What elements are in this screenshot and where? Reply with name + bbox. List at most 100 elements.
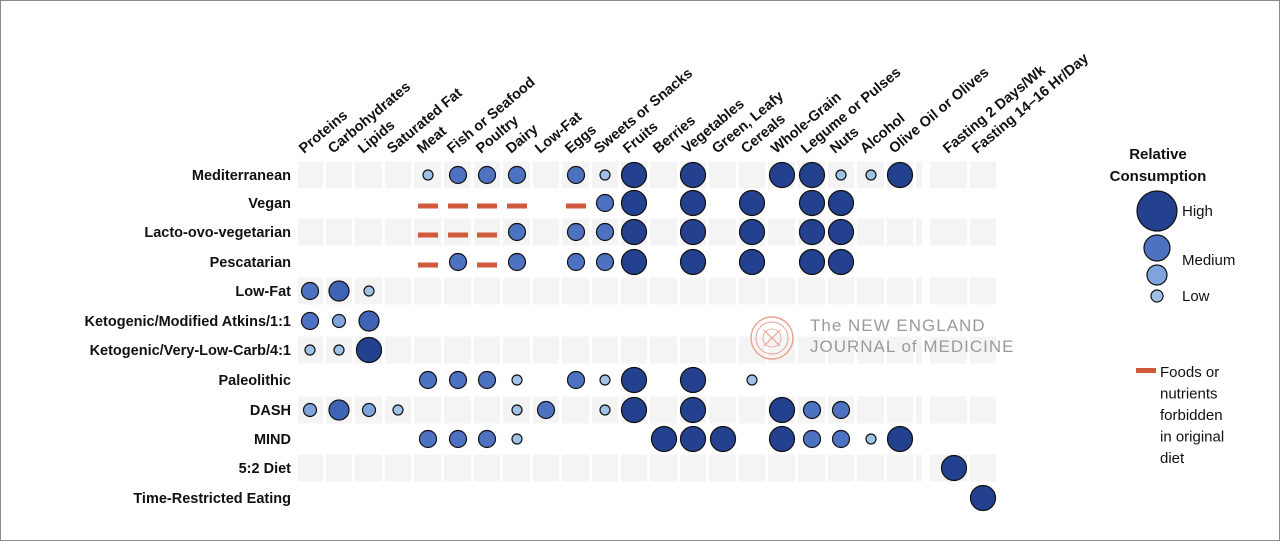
legend-low-label: Low (1182, 288, 1210, 305)
consumption-bubble (679, 161, 707, 189)
consumption-bubble (768, 396, 796, 424)
consumption-bubble (355, 336, 383, 364)
consumption-bubble (831, 429, 851, 449)
nejm-seal-icon (750, 316, 794, 360)
row-label-vegan: Vegan (248, 196, 291, 212)
forbidden-mark (477, 232, 497, 238)
consumption-bubble (620, 161, 648, 189)
consumption-bubble (827, 218, 855, 246)
consumption-bubble (768, 425, 796, 453)
consumption-bubble (361, 402, 377, 418)
row-label-time-restricted-eating: Time-Restricted Eating (133, 491, 291, 507)
legend-medium-bubble (1143, 234, 1171, 262)
consumption-bubble (746, 374, 758, 386)
consumption-bubble (595, 222, 615, 242)
consumption-bubble (511, 374, 523, 386)
consumption-bubble (300, 281, 320, 301)
consumption-bubble (802, 429, 822, 449)
consumption-bubble (679, 248, 707, 276)
forbidden-mark (418, 232, 438, 238)
consumption-bubble (536, 400, 556, 420)
consumption-bubble (511, 404, 523, 416)
legend-title-line-1: Relative (1129, 146, 1187, 163)
legend-very-low-bubble (1150, 289, 1164, 303)
consumption-bubble (304, 344, 316, 356)
legend-forbidden-text: nutrients (1160, 386, 1218, 403)
consumption-bubble (940, 454, 968, 482)
legend-title-line-2: Consumption (1110, 168, 1207, 185)
nejm-watermark: The NEW ENGLAND JOURNAL of MEDICINE (750, 316, 1014, 360)
consumption-bubble (831, 400, 851, 420)
consumption-bubble (507, 252, 527, 272)
consumption-bubble (363, 285, 375, 297)
row-label-ketogenic-very-low-carb-4-1: Ketogenic/Very-Low-Carb/4:1 (90, 343, 291, 359)
consumption-bubble (328, 399, 350, 421)
legend: Relative Consumption High Medium Low Foo… (1110, 146, 1236, 467)
consumption-bubble (566, 252, 586, 272)
consumption-bubble (599, 374, 611, 386)
consumption-bubble (865, 169, 877, 181)
consumption-bubble (418, 370, 438, 390)
consumption-bubble (620, 189, 648, 217)
consumption-bubble (802, 400, 822, 420)
consumption-bubble (709, 425, 737, 453)
consumption-bubble (566, 370, 586, 390)
consumption-bubble (768, 161, 796, 189)
forbidden-mark (507, 203, 527, 209)
consumption-bubble (511, 433, 523, 445)
consumption-bubble (448, 429, 468, 449)
consumption-bubble (679, 366, 707, 394)
legend-forbidden-swatch (1136, 368, 1156, 373)
consumption-bubble (679, 218, 707, 246)
consumption-bubble (969, 484, 997, 512)
consumption-bubble (620, 366, 648, 394)
consumption-bubble (477, 429, 497, 449)
consumption-bubble (507, 222, 527, 242)
consumption-bubble (679, 425, 707, 453)
consumption-bubble (448, 165, 468, 185)
consumption-bubble (798, 218, 826, 246)
forbidden-mark (418, 203, 438, 209)
forbidden-mark (477, 262, 497, 268)
row-label-lacto-ovo-vegetarian: Lacto-ovo-vegetarian (144, 225, 291, 241)
consumption-bubble (738, 248, 766, 276)
consumption-bubble (798, 161, 826, 189)
watermark-line-2: JOURNAL of MEDICINE (810, 337, 1014, 356)
consumption-bubble (477, 370, 497, 390)
consumption-bubble (827, 248, 855, 276)
row-label-5-2-diet: 5:2 Diet (239, 461, 292, 477)
row-label-mind: MIND (254, 432, 291, 448)
consumption-bubble (566, 222, 586, 242)
consumption-bubble (599, 169, 611, 181)
legend-forbidden-text: diet (1160, 450, 1185, 467)
forbidden-mark (448, 203, 468, 209)
forbidden-mark (418, 262, 438, 268)
consumption-bubble (738, 189, 766, 217)
consumption-bubble (886, 425, 914, 453)
consumption-bubble (620, 218, 648, 246)
consumption-bubble (595, 252, 615, 272)
consumption-bubble (620, 248, 648, 276)
consumption-bubble (331, 313, 347, 329)
legend-low-bubble (1146, 264, 1168, 286)
consumption-bubble (650, 425, 678, 453)
consumption-bubble (835, 169, 847, 181)
row-label-mediterranean: Mediterranean (192, 168, 291, 184)
consumption-bubble (865, 433, 877, 445)
consumption-bubble (620, 396, 648, 424)
consumption-bubble (448, 252, 468, 272)
consumption-bubble (418, 429, 438, 449)
consumption-bubble (392, 404, 404, 416)
consumption-bubble (886, 161, 914, 189)
consumption-bubble (798, 189, 826, 217)
consumption-bubble (679, 189, 707, 217)
watermark-line-1: The NEW ENGLAND (810, 316, 986, 335)
consumption-bubble (507, 165, 527, 185)
consumption-bubble (599, 404, 611, 416)
row-label-ketogenic-modified-atkins-1-1: Ketogenic/Modified Atkins/1:1 (84, 314, 291, 330)
consumption-bubble (422, 169, 434, 181)
row-label-pescatarian: Pescatarian (210, 255, 291, 271)
row-label-paleolithic: Paleolithic (218, 373, 291, 389)
